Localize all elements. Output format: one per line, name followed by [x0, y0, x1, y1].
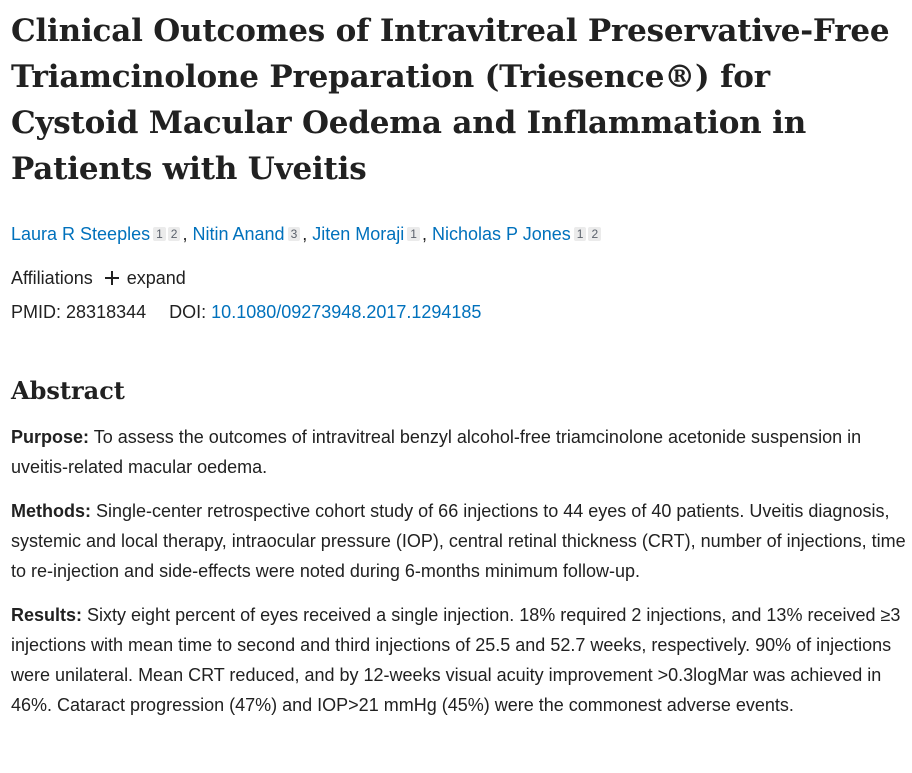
identifiers-row: PMID: 28318344 DOI: 10.1080/09273948.201… [11, 300, 907, 324]
author-link[interactable]: Laura R Steeples [11, 224, 151, 244]
affiliation-ref[interactable]: 1 [573, 227, 587, 241]
affiliation-ref[interactable]: 3 [287, 227, 301, 241]
section-text: Sixty eight percent of eyes received a s… [11, 605, 901, 715]
author-affiliation-refs: 1 [407, 220, 422, 244]
article-title: Clinical Outcomes of Intravitreal Preser… [11, 13, 890, 187]
pmid-label: PMID: [11, 302, 62, 322]
section-label: Results: [11, 605, 83, 625]
expand-affiliations-button[interactable]: expand [104, 266, 186, 290]
author-separator: , [421, 224, 432, 244]
abstract-methods: Methods: Single-center retrospective coh… [11, 496, 907, 586]
doi-link[interactable]: 10.1080/09273948.2017.1294185 [211, 302, 482, 322]
affiliations-label: Affiliations [11, 268, 93, 288]
affiliations-row: Affiliations expand [11, 266, 907, 290]
section-text: To assess the outcomes of intravitreal b… [11, 427, 862, 477]
author-link[interactable]: Nitin Anand [192, 224, 285, 244]
pmid-value: 28318344 [66, 302, 147, 322]
author-separator: , [302, 224, 313, 244]
plus-icon [104, 271, 119, 285]
affiliation-ref[interactable]: 2 [167, 227, 181, 241]
abstract-purpose: Purpose: To assess the outcomes of intra… [11, 422, 907, 482]
author-separator: , [182, 224, 193, 244]
affiliation-ref[interactable]: 1 [407, 227, 420, 241]
doi-label: DOI: [169, 302, 207, 322]
author-link[interactable]: Nicholas P Jones [432, 224, 571, 244]
author-list: Laura R Steeples 1 2, Nitin Anand 3, Jiten … [11, 222, 907, 246]
affiliation-ref[interactable]: 1 [153, 227, 166, 241]
affiliation-ref[interactable]: 2 [588, 227, 602, 241]
section-text: Single-center retrospective cohort study… [11, 501, 906, 581]
author-link[interactable]: Jiten Moraji [312, 224, 405, 244]
section-label: Methods: [11, 501, 91, 521]
abstract-heading: Abstract [11, 376, 125, 405]
article-page: Clinical Outcomes of Intravitreal Preser… [11, 8, 907, 720]
author-affiliation-refs: 3 [287, 220, 303, 244]
expand-label: expand [126, 268, 186, 288]
abstract-results: Results: Sixty eight percent of eyes rec… [11, 600, 907, 720]
section-label: Purpose: [11, 427, 90, 447]
